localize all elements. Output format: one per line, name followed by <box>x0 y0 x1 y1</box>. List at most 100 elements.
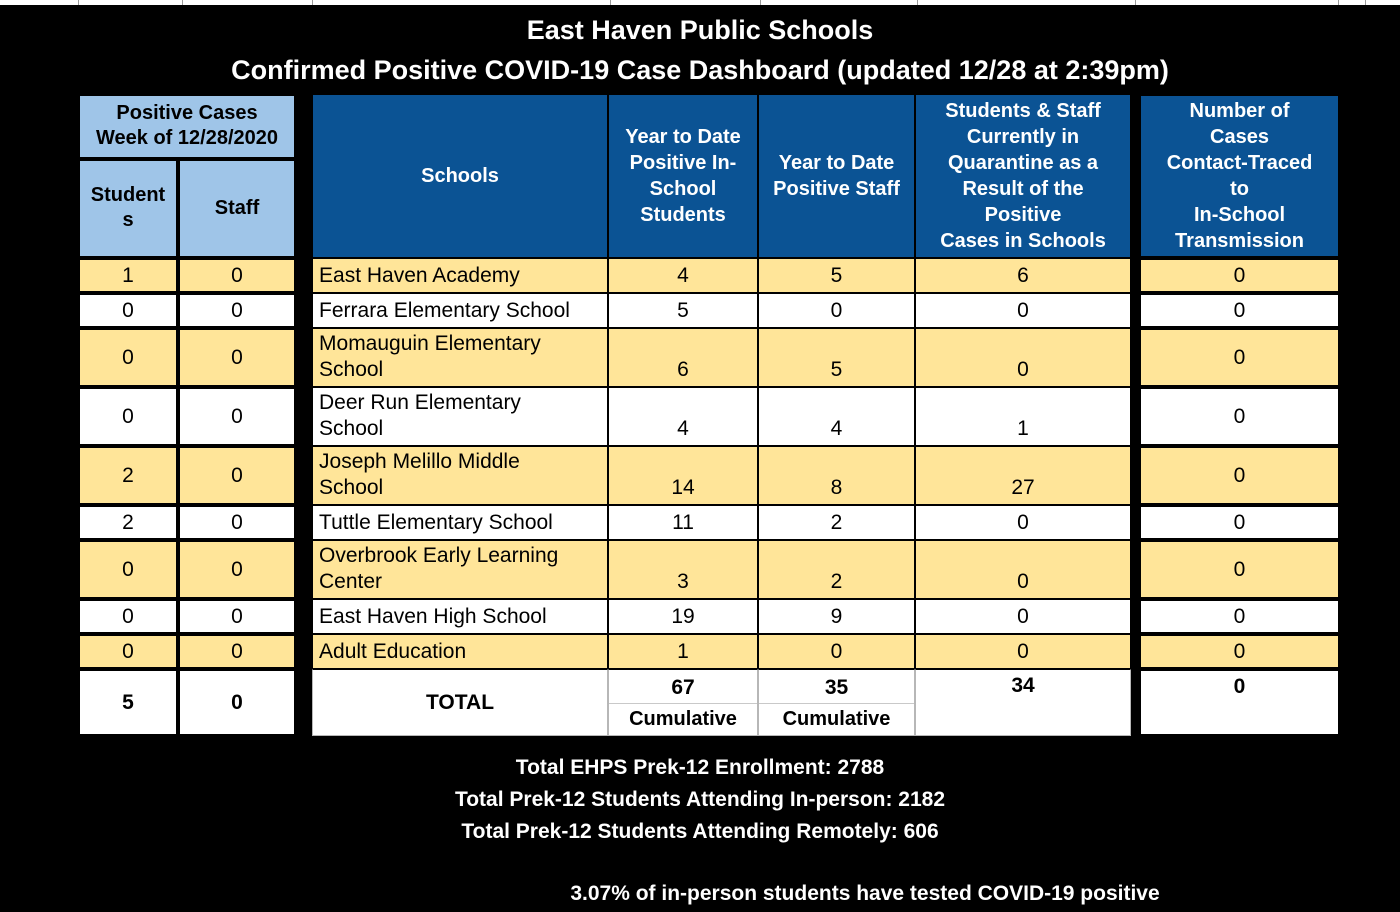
cell-week-staff: 0 <box>178 258 297 293</box>
cell-contact-traced: 0 <box>1139 540 1341 599</box>
cell-week-students: 0 <box>78 599 178 634</box>
cell-school-name: Adult Education <box>312 634 609 669</box>
gridline <box>760 0 761 5</box>
cell-quarantine: 1 <box>915 387 1132 446</box>
cell-week-staff: 0 <box>178 328 297 387</box>
covid-dashboard-table: Positive Cases Week of 12/28/2020 School… <box>78 94 1341 736</box>
cell-contact-traced: 0 <box>1139 387 1341 446</box>
cell-week-staff: 0 <box>178 634 297 669</box>
header-contact-traced: Number of Cases Contact-Traced to In-Sch… <box>1139 94 1341 258</box>
cell-school-name: East Haven High School <box>312 599 609 634</box>
gridline <box>917 0 918 5</box>
cell-ytd-staff: 5 <box>758 258 916 293</box>
cell-week-staff: 0 <box>178 599 297 634</box>
cell-contact-traced: 0 <box>1139 599 1341 634</box>
cell-week-students: 2 <box>78 446 178 505</box>
cell-ytd-staff: 5 <box>758 328 916 387</box>
school-row: 0 0 Ferrara Elementary School 5 0 0 0 <box>78 293 1341 328</box>
cell-ytd-students: 19 <box>608 599 759 634</box>
school-row: 2 0 Joseph Melillo Middle School 14 8 27 0 <box>78 446 1341 505</box>
cell-ytd-students: 3 <box>608 540 759 599</box>
header-ytd-staff: Year to Date Positive Staff <box>758 94 916 258</box>
cell-quarantine: 0 <box>915 505 1132 540</box>
header-staff: Staff <box>178 158 297 258</box>
cell-quarantine: 0 <box>915 540 1132 599</box>
school-row: 0 0 Deer Run Elementary School 4 4 1 0 <box>78 387 1341 446</box>
cell-school-name: Momauguin Elementary School <box>312 328 609 387</box>
cell-contact-traced: 0 <box>1139 258 1341 293</box>
cell-total-week-staff: 0 <box>178 669 297 736</box>
cell-week-staff: 0 <box>178 505 297 540</box>
gridline <box>182 0 183 5</box>
footer-stats: Total EHPS Prek-12 Enrollment: 2788 Tota… <box>0 736 1400 910</box>
cell-quarantine: 0 <box>915 634 1132 669</box>
cell-total-ytd-students: 67 Cumulative <box>608 669 759 736</box>
cell-week-students: 1 <box>78 258 178 293</box>
gridline <box>1135 0 1136 5</box>
header-week-of: Positive Cases Week of 12/28/2020 <box>78 94 297 159</box>
cell-total-ytd-staff: 35 Cumulative <box>758 669 916 736</box>
school-row: 0 0 Adult Education 1 0 0 0 <box>78 634 1341 669</box>
cell-ytd-staff: 0 <box>758 634 916 669</box>
cell-quarantine: 6 <box>915 258 1132 293</box>
spreadsheet-gridline-strip <box>0 0 1400 5</box>
cell-ytd-students: 6 <box>608 328 759 387</box>
cell-ytd-staff: 2 <box>758 505 916 540</box>
page-subtitle: Confirmed Positive COVID-19 Case Dashboa… <box>231 55 1169 85</box>
gridline <box>1338 0 1339 5</box>
gridline <box>610 0 611 5</box>
cell-quarantine: 0 <box>915 599 1132 634</box>
cell-week-staff: 0 <box>178 446 297 505</box>
cell-week-students: 0 <box>78 293 178 328</box>
cell-ytd-students: 1 <box>608 634 759 669</box>
page-title: East Haven Public Schools <box>526 15 874 45</box>
cell-total-week-students: 5 <box>78 669 178 736</box>
title-block: East Haven Public Schools Confirmed Posi… <box>0 0 1400 87</box>
header-schools: Schools <box>312 94 609 258</box>
footer-in-person: Total Prek-12 Students Attending In-pers… <box>454 788 946 811</box>
cell-week-students: 0 <box>78 328 178 387</box>
school-row: 0 0 Overbrook Early Learning Center 3 2 0 0 <box>78 540 1341 599</box>
total-ytd-staff-value: 35 <box>759 672 915 704</box>
cell-contact-traced: 0 <box>1139 293 1341 328</box>
cell-week-students: 2 <box>78 505 178 540</box>
cell-quarantine: 0 <box>915 293 1132 328</box>
total-row: 5 0 TOTAL 67 Cumulative 35 Cumulative 34… <box>78 669 1341 736</box>
cell-ytd-staff: 9 <box>758 599 916 634</box>
school-row: 1 0 East Haven Academy 4 5 6 0 <box>78 258 1341 293</box>
header-students: Students <box>78 158 178 258</box>
cell-week-students: 0 <box>78 540 178 599</box>
cell-school-name: Joseph Melillo Middle School <box>312 446 609 505</box>
cell-ytd-staff: 0 <box>758 293 916 328</box>
header-row-top: Positive Cases Week of 12/28/2020 School… <box>78 94 1341 736</box>
total-ytd-staff-note: Cumulative <box>782 708 891 730</box>
header-students-label: Students <box>90 184 166 232</box>
cell-ytd-students: 4 <box>608 258 759 293</box>
header-quarantine: Students & Staff Currently in Quarantine… <box>915 94 1132 258</box>
cell-ytd-staff: 4 <box>758 387 916 446</box>
gridline <box>78 0 79 5</box>
cell-week-staff: 0 <box>178 540 297 599</box>
cell-school-name: Tuttle Elementary School <box>312 505 609 540</box>
cell-ytd-staff: 8 <box>758 446 916 505</box>
cell-contact-traced: 0 <box>1139 328 1341 387</box>
header-row-bottom: Students Staff <box>78 158 1340 258</box>
cell-ytd-students: 5 <box>608 293 759 328</box>
cell-week-students: 0 <box>78 634 178 669</box>
cell-week-staff: 0 <box>178 387 297 446</box>
footer-remote: Total Prek-12 Students Attending Remotel… <box>461 820 939 843</box>
total-ytd-students-note: Cumulative <box>629 708 737 730</box>
cell-total-label: TOTAL <box>312 669 609 736</box>
school-row: 0 0 East Haven High School 19 9 0 0 <box>78 599 1341 634</box>
cell-contact-traced: 0 <box>1139 634 1341 669</box>
gridline <box>312 0 313 5</box>
cell-week-students: 0 <box>78 387 178 446</box>
footer-enrollment: Total EHPS Prek-12 Enrollment: 2788 <box>515 756 885 779</box>
cell-ytd-students: 14 <box>608 446 759 505</box>
cell-week-staff: 0 <box>178 293 297 328</box>
cell-total-contact-traced: 0 <box>1139 669 1341 736</box>
cell-quarantine: 27 <box>915 446 1132 505</box>
cell-ytd-students: 4 <box>608 387 759 446</box>
gridline <box>1365 0 1366 5</box>
cell-quarantine: 0 <box>915 328 1132 387</box>
